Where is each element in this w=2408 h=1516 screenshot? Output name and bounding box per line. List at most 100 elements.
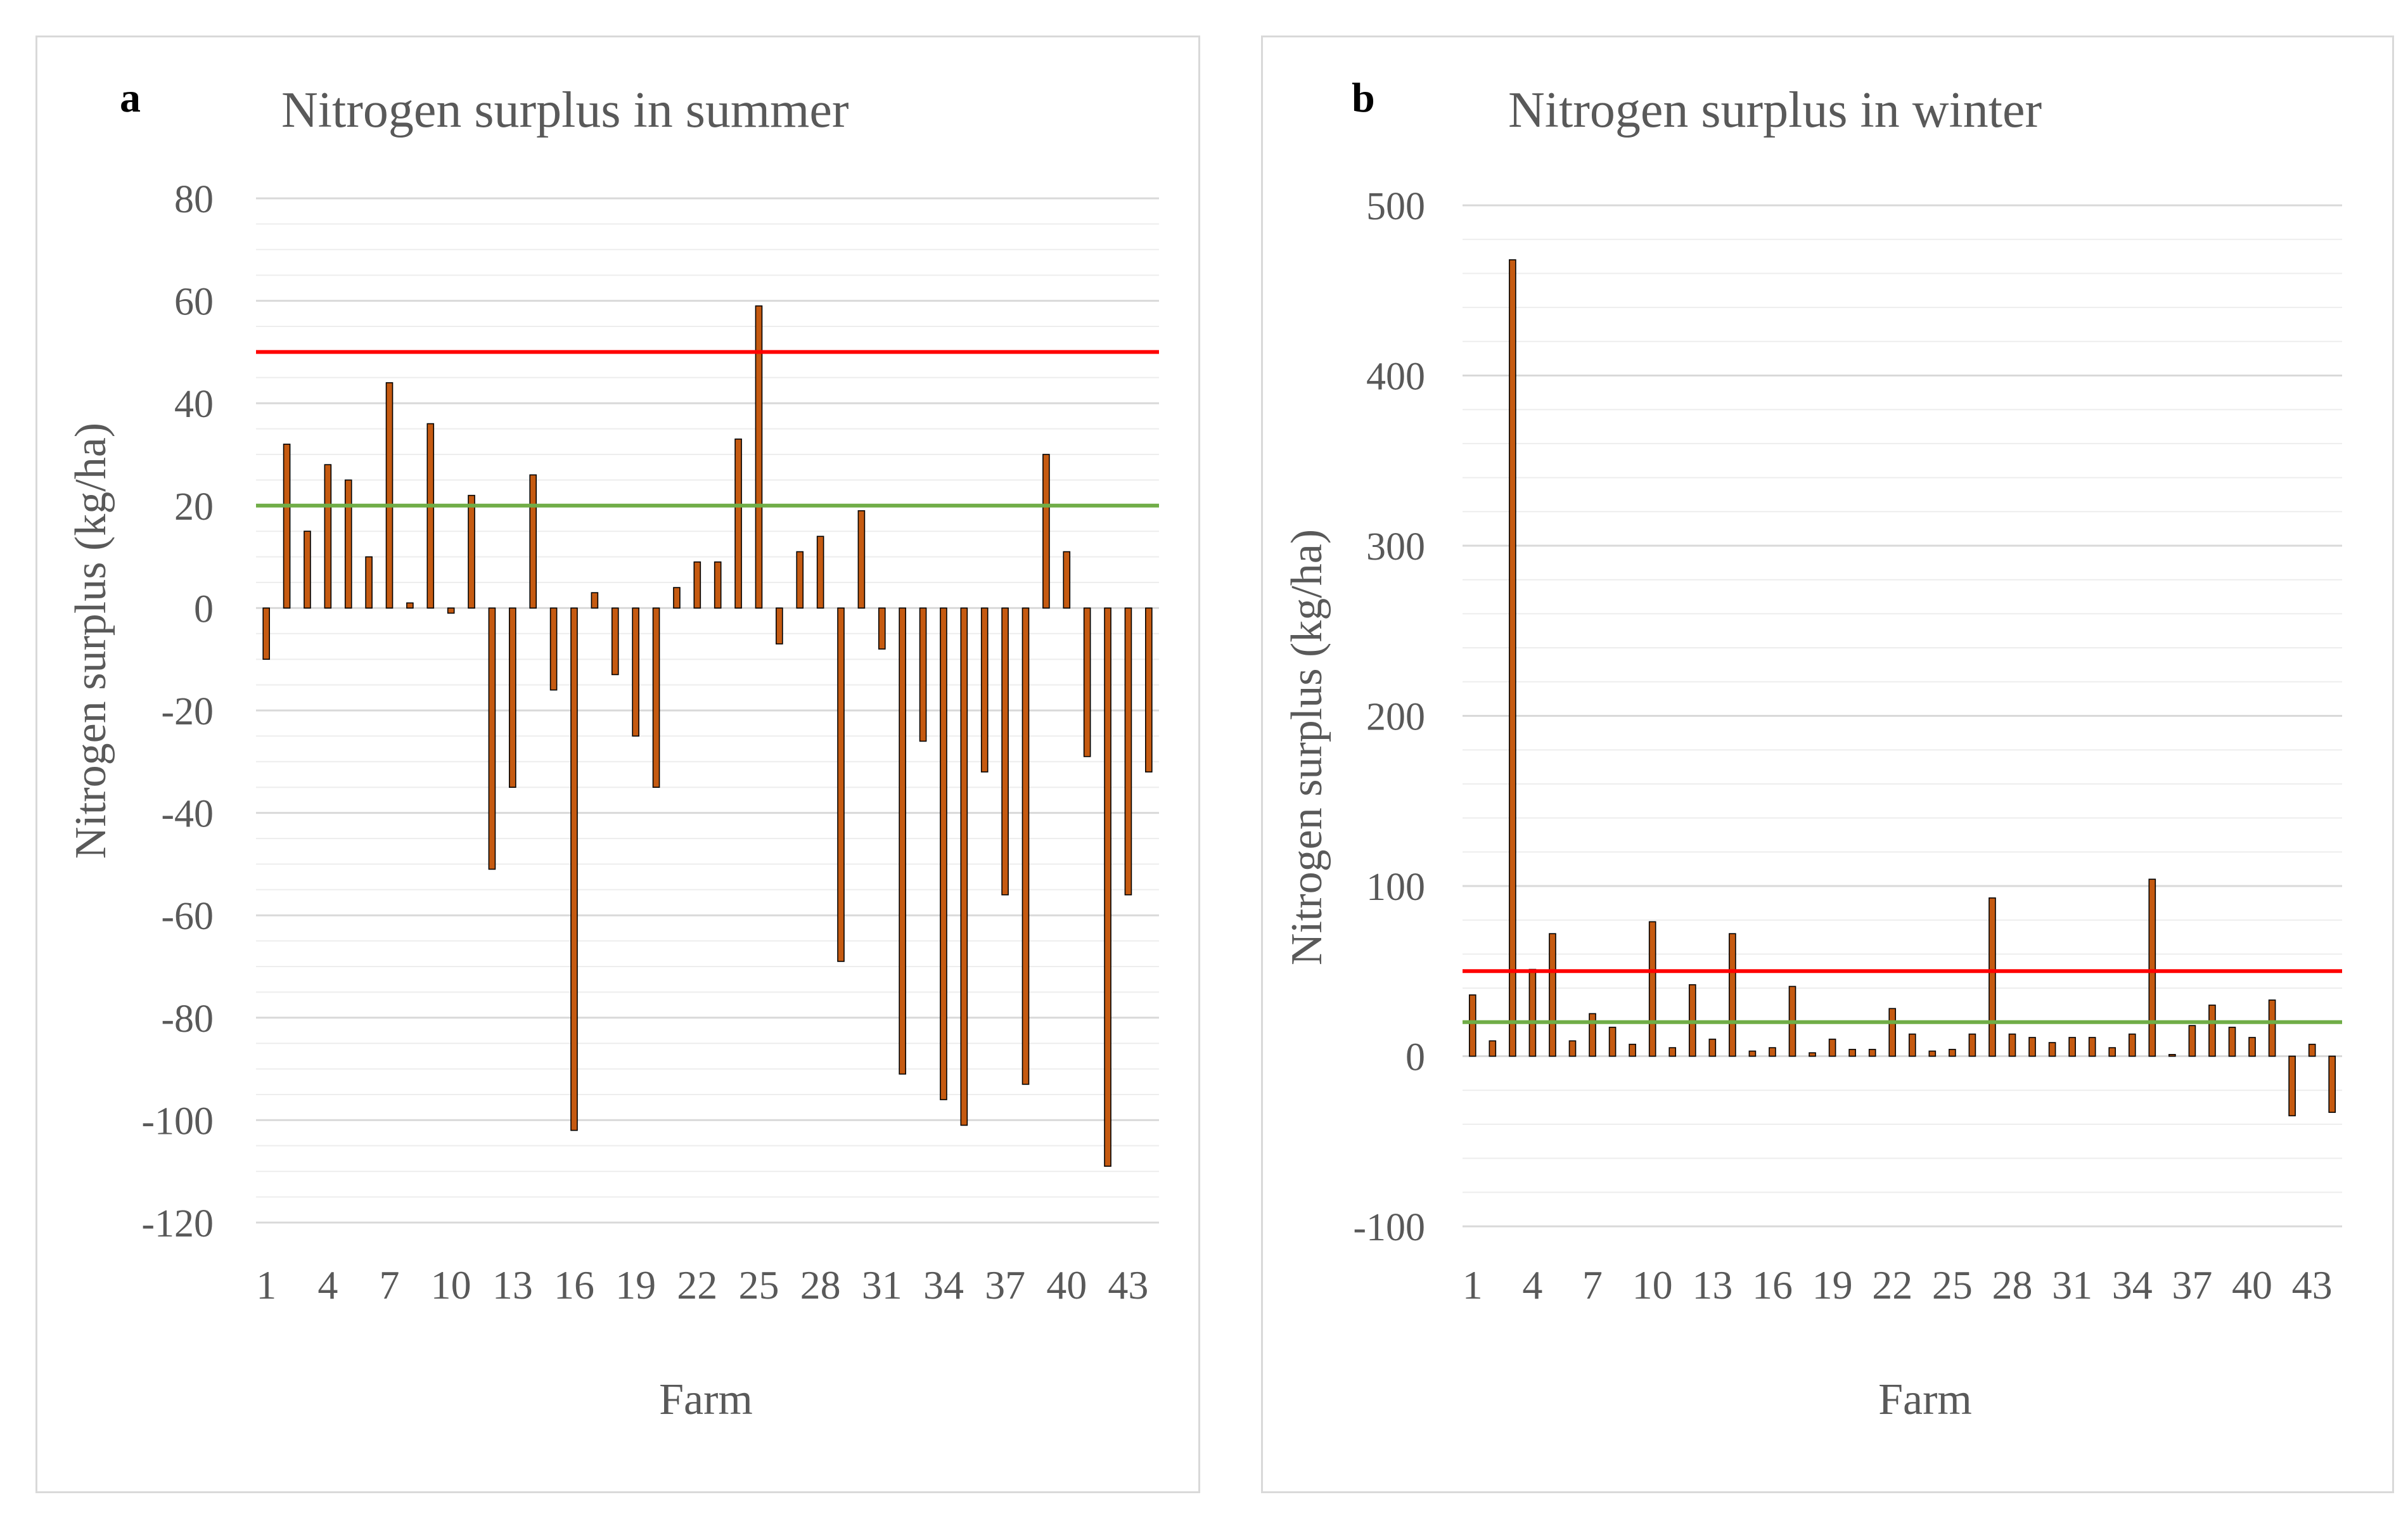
bar-farm-27-winter [1989, 897, 1996, 1057]
bar-farm-3-winter [1509, 259, 1516, 1057]
bar-farm-38-winter [2208, 1005, 2216, 1057]
bar-farm-25-summer [755, 305, 763, 609]
bar-farm-40-summer [1063, 551, 1071, 609]
bar-farm-9-summer [426, 423, 435, 609]
panel-letter-b: b [1352, 75, 1375, 121]
bar-farm-5-summer [344, 479, 352, 609]
bar-farm-33-winter [2108, 1047, 2117, 1057]
y-tick-label-winter: -100 [1353, 1206, 1425, 1249]
x-tick-label-summer: 1 [256, 1262, 276, 1307]
x-tick-label-summer: 34 [923, 1262, 964, 1307]
chart-panel-b: b Nitrogen surplus in winter Nitrogen su… [1261, 35, 2394, 1493]
bar-farm-34-summer [940, 607, 947, 1100]
x-axis-label-winter: Farm [1878, 1375, 1972, 1424]
bar-farm-6-winter [1568, 1040, 1577, 1057]
bar-farm-22-summer [693, 561, 701, 609]
bar-farm-32-winter [2088, 1037, 2096, 1057]
bar-farm-30-winter [2048, 1042, 2056, 1057]
bar-farm-24-winter [1928, 1050, 1937, 1057]
bar-farm-38-summer [1021, 607, 1030, 1085]
bar-chart-summer: -120 -100 -80 -60 -40 -20 0 20 40 60 80 1 4 7 10 13 16 19… [141, 178, 1159, 1307]
bar-farm-2-winter [1489, 1040, 1497, 1057]
bar-farm-29-summer [837, 607, 845, 962]
x-tick-label-winter: 19 [1812, 1262, 1853, 1307]
bar-farm-24-summer [734, 438, 742, 609]
bar-farm-5-winter [1549, 933, 1556, 1057]
x-tick-label-winter: 22 [1872, 1262, 1912, 1307]
bar-farm-36-summer [980, 607, 989, 773]
x-tick-label-winter: 37 [2172, 1262, 2212, 1307]
y-tick-label-winter: 500 [1366, 185, 1425, 228]
y-tick-label-summer: -40 [161, 793, 214, 836]
bar-farm-13-summer [509, 607, 516, 788]
x-tick-label-winter: 1 [1463, 1262, 1483, 1307]
bar-farm-28-winter [2008, 1033, 2016, 1057]
bar-farm-26-summer [776, 607, 783, 645]
bar-farm-37-summer [1001, 607, 1009, 896]
y-tick-label-summer: -100 [141, 1100, 214, 1143]
bar-farm-18-summer [611, 607, 619, 676]
x-tick-label-summer: 28 [800, 1262, 841, 1307]
x-tick-label-winter: 16 [1752, 1262, 1793, 1307]
bar-farm-22-winter [1888, 1008, 1897, 1057]
chart-title-summer: Nitrogen surplus in summer [281, 82, 849, 138]
x-tick-label-summer: 10 [431, 1262, 471, 1307]
bar-farm-31-summer [878, 607, 886, 650]
y-tick-label-summer: 20 [174, 485, 214, 529]
bar-farm-33-summer [919, 607, 927, 742]
y-tick-label-summer: 40 [174, 383, 214, 426]
y-tick-label-summer: 0 [194, 588, 214, 631]
y-tick-label-summer: 60 [174, 281, 214, 324]
bar-farm-29-winter [2028, 1037, 2036, 1057]
bar-farm-10-summer [447, 607, 455, 614]
x-tick-label-summer: 19 [615, 1262, 656, 1307]
y-tick-label-summer: -80 [161, 998, 214, 1041]
bar-farm-11-winter [1668, 1047, 1677, 1057]
bar-farm-3-summer [304, 530, 311, 609]
bar-farm-14-winter [1729, 933, 1736, 1057]
bar-farm-21-summer [673, 587, 681, 609]
bar-farm-7-summer [385, 382, 394, 609]
x-tick-label-winter: 10 [1632, 1262, 1673, 1307]
bar-farm-41-summer [1083, 607, 1091, 757]
x-tick-label-winter: 31 [2052, 1262, 2092, 1307]
bar-farm-2-summer [283, 444, 291, 609]
bar-farm-1-summer [262, 607, 270, 660]
bar-farm-35-summer [960, 607, 968, 1126]
bar-farm-4-summer [324, 464, 332, 609]
y-tick-label-winter: 200 [1366, 696, 1425, 739]
bar-farm-27-summer [796, 551, 804, 609]
bar-farm-17-summer [591, 592, 599, 609]
bar-farm-42-winter [2288, 1055, 2296, 1117]
bar-farm-19-summer [632, 607, 639, 737]
bar-farm-23-winter [1908, 1033, 1916, 1057]
y-tick-label-winter: 300 [1366, 525, 1425, 568]
bar-farm-15-winter [1748, 1050, 1757, 1057]
x-tick-label-winter: 40 [2232, 1262, 2272, 1307]
bar-farm-25-winter [1949, 1048, 1956, 1057]
x-tick-label-winter: 13 [1692, 1262, 1732, 1307]
bar-farm-40-winter [2248, 1037, 2256, 1057]
chart-panel-a: a Nitrogen surplus in summer Nitrogen su… [35, 35, 1200, 1493]
bar-farm-7-winter [1589, 1013, 1596, 1057]
bar-farm-10-winter [1648, 921, 1656, 1057]
x-tick-label-summer: 7 [380, 1262, 400, 1307]
x-tick-label-winter: 7 [1582, 1262, 1603, 1307]
bar-farm-44-winter [2328, 1055, 2336, 1113]
x-tick-label-summer: 13 [492, 1262, 533, 1307]
bar-farm-1-winter [1468, 994, 1476, 1057]
bar-farm-39-winter [2228, 1027, 2236, 1057]
bar-farm-41-winter [2268, 999, 2276, 1057]
x-tick-label-winter: 34 [2112, 1262, 2153, 1307]
bar-chart-winter: -100 0 100 200 300 400 500 1 4 7 10 13 16 19 22 25 28 31 3… [1353, 185, 2342, 1307]
x-tick-label-summer: 40 [1046, 1262, 1087, 1307]
x-tick-label-summer: 37 [985, 1262, 1025, 1307]
bar-farm-9-winter [1629, 1043, 1636, 1057]
bar-farm-11-summer [468, 494, 475, 609]
bar-farm-32-summer [899, 607, 906, 1075]
x-tick-label-winter: 28 [1992, 1262, 2033, 1307]
bar-farm-8-summer [406, 602, 414, 609]
bar-farm-20-winter [1848, 1048, 1856, 1057]
x-axis-label-summer: Farm [659, 1375, 753, 1424]
x-tick-label-summer: 43 [1108, 1262, 1148, 1307]
